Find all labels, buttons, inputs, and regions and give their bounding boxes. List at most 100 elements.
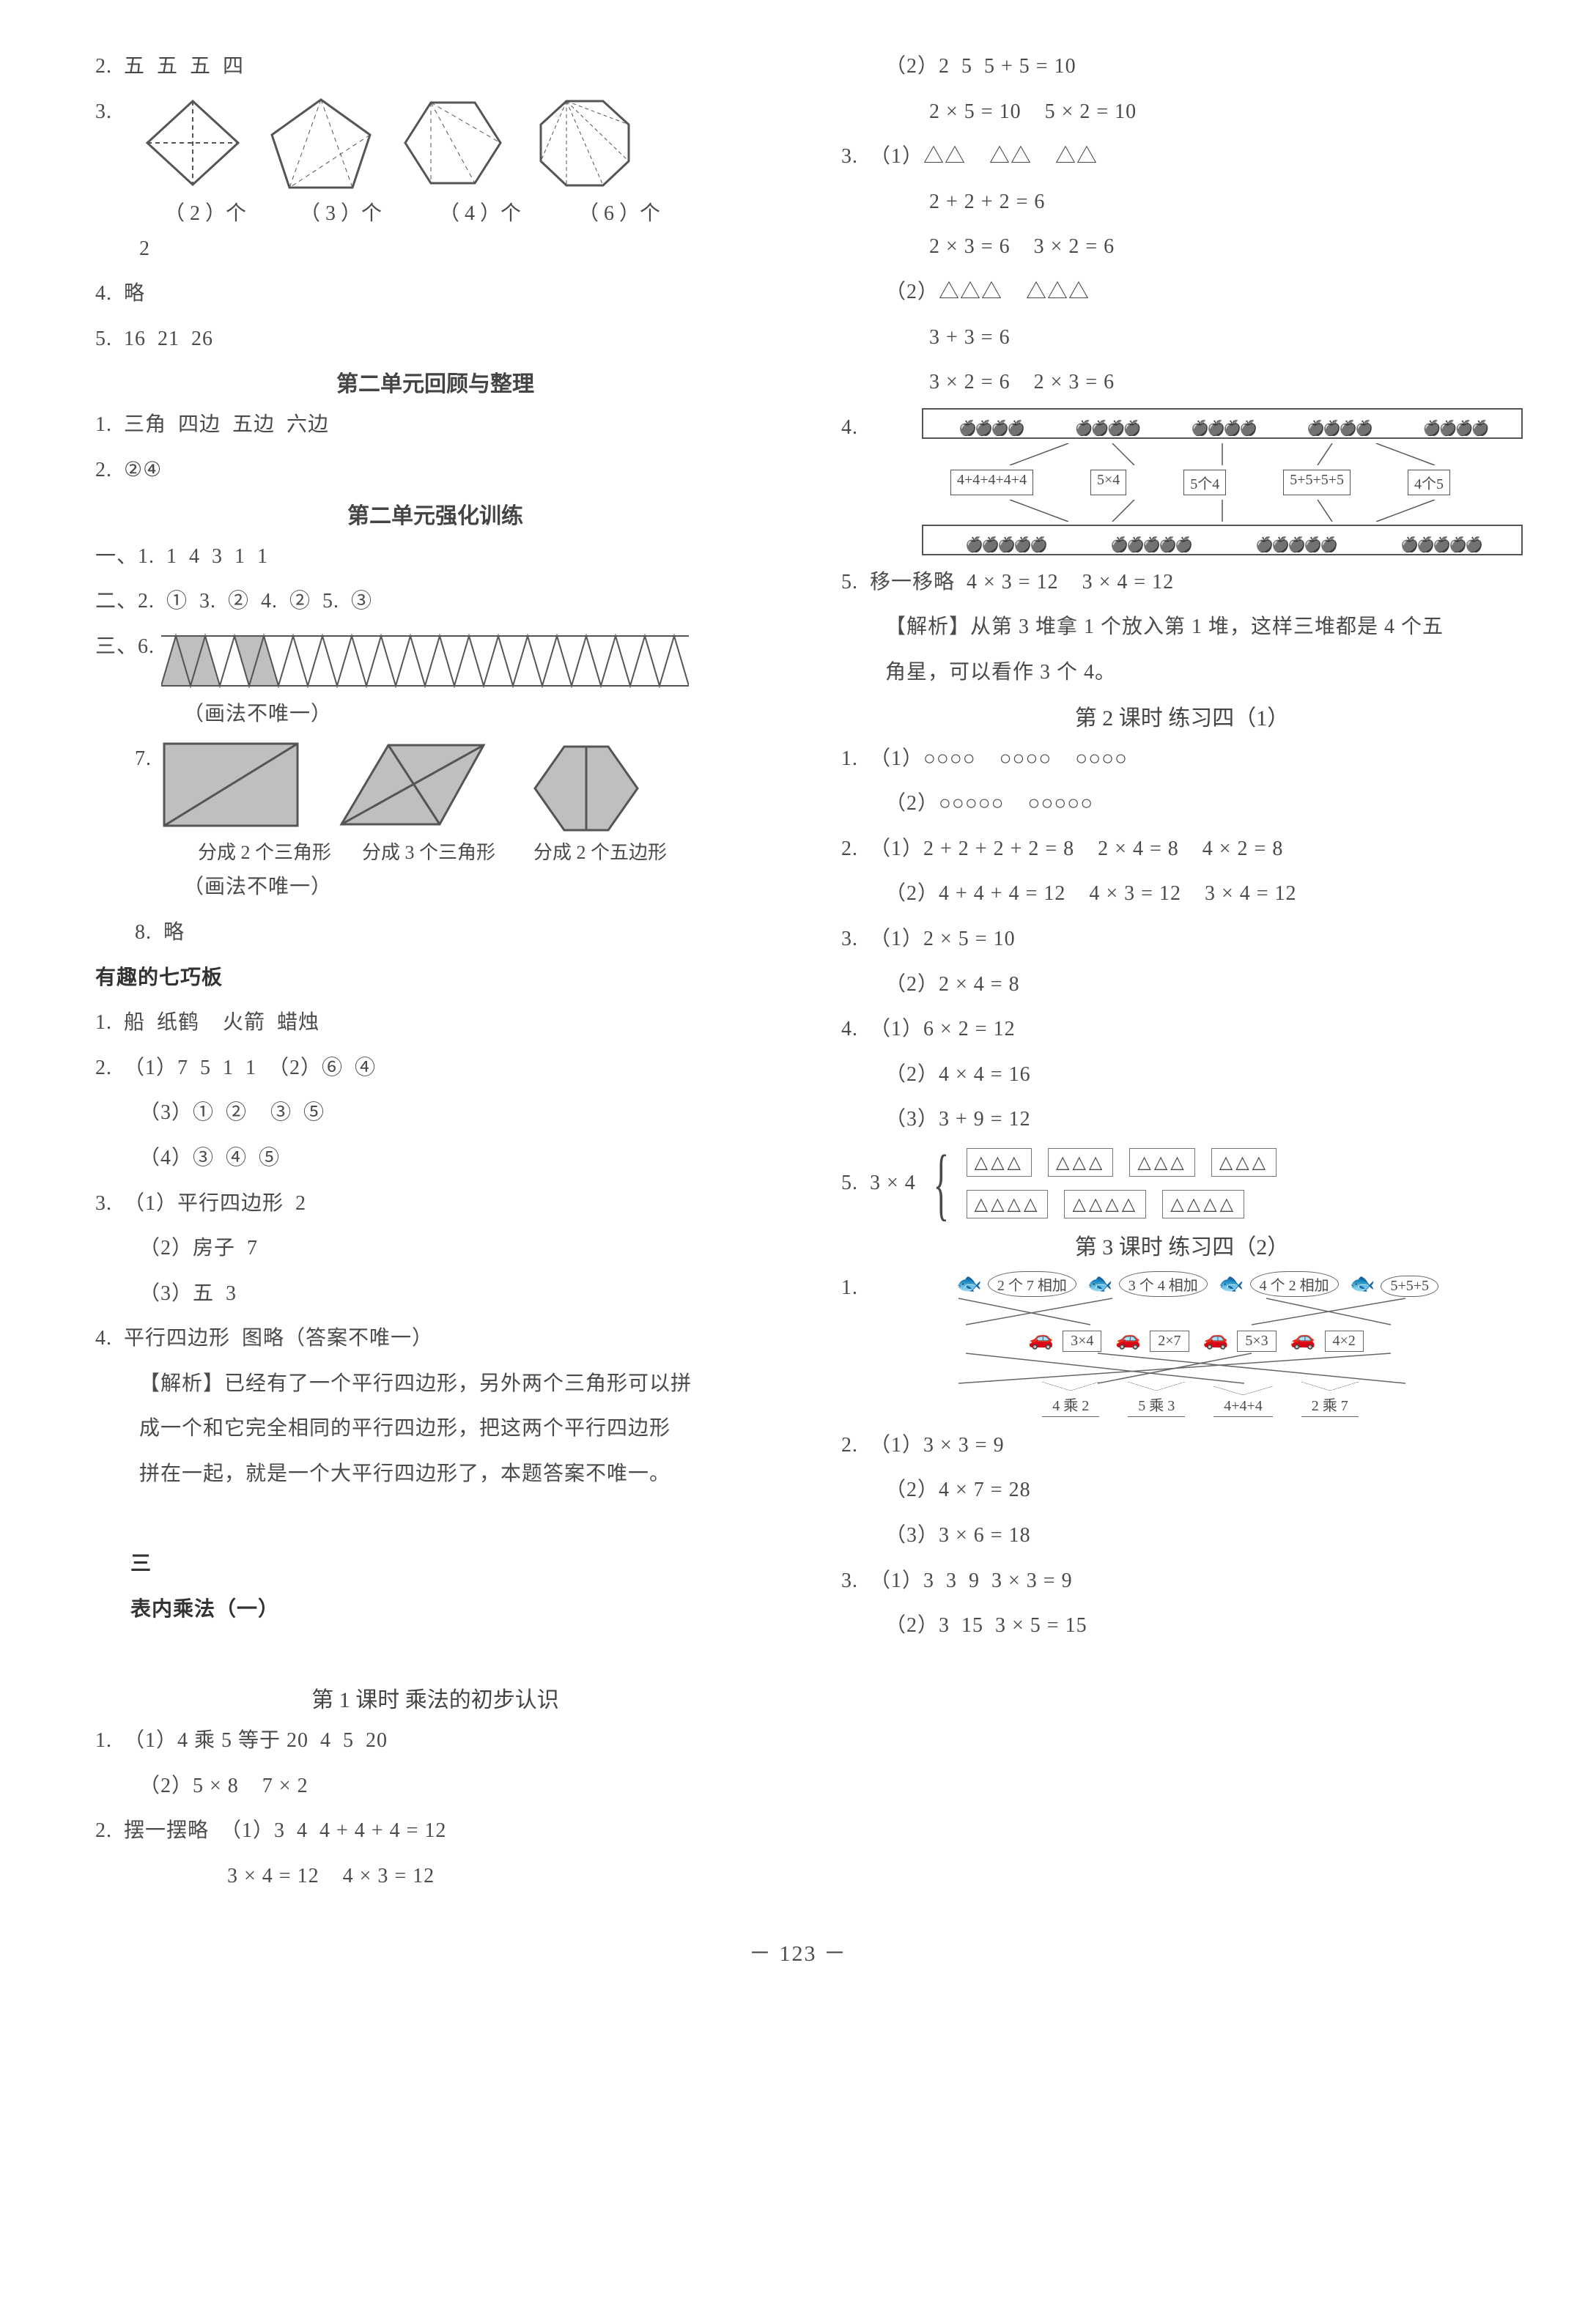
item-7: 7. [95, 736, 775, 837]
oval: 2 个 7 相加 [988, 1271, 1076, 1297]
page-number: － 123 － [0, 1935, 1596, 1967]
matching-diagram: 🐟2 个 7 相加 🐟3 个 4 相加 🐟4 个 2 相加 🐟5+5+5 🚗3×… [878, 1271, 1523, 1417]
left-column: 2. 五 五 五 四 3. [95, 44, 805, 1898]
text-line: （3）3 × 6 = 18 [841, 1513, 1523, 1558]
item-4-apples: 4. [841, 405, 1523, 560]
oval: 5+5+5 [1381, 1276, 1438, 1297]
section-title: 第二单元强化训练 [95, 498, 775, 530]
text-line: 3 × 2 = 6 2 × 3 = 6 [841, 360, 1523, 405]
text-line: 4. 略 [95, 271, 775, 317]
text-line: （2）4 × 7 = 28 [841, 1468, 1523, 1513]
tag: 4个5 [1408, 470, 1450, 495]
tri-group: △△△ [967, 1148, 1032, 1177]
text-line: 2. （1）7 5 1 1 （2）⑥ ④ [95, 1046, 775, 1091]
cap: 分成 2 个五边形 [533, 837, 680, 865]
fish-icon: 🐟 [1219, 1273, 1244, 1295]
text-line: 二、2. ① 3. ② 4. ② 5. ③ [95, 579, 775, 624]
text-line: （2）△△△ △△△ [841, 270, 1523, 315]
lesson-title: 第 3 课时 练习四（2） [841, 1229, 1523, 1261]
connector-lines-2 [922, 500, 1523, 522]
text-line: 【解析】已经有了一个平行四边形，另外两个三角形可以拼 [95, 1361, 775, 1407]
text-line: （2）5 × 8 7 × 2 [95, 1764, 775, 1809]
text-line: （3）3 + 9 = 12 [841, 1097, 1523, 1142]
rect: 2×7 [1150, 1331, 1189, 1352]
tri-group: △△△△ [1064, 1190, 1146, 1218]
fish-icon: 🐟 [1087, 1273, 1113, 1295]
page: 2. 五 五 五 四 3. [0, 0, 1596, 1928]
label: 3. [95, 89, 112, 135]
note: （画法不唯一） [95, 865, 775, 910]
cap: （ 3 ）个 [286, 197, 396, 226]
text-line: （2）2 × 4 = 8 [841, 962, 1523, 1007]
text-line: 2. ②④ [95, 448, 775, 493]
tri-group: △△△ [1129, 1148, 1194, 1177]
cap: （ 4 ）个 [425, 197, 535, 226]
tag-row: 4+4+4+4+4 5×4 5个4 5+5+5+5 4个5 [922, 470, 1479, 495]
section-title: 第二单元回顾与整理 [95, 366, 775, 398]
triangle-strip [161, 632, 689, 690]
apple-box-top [922, 408, 1523, 439]
oval: 3 个 4 相加 [1119, 1271, 1208, 1297]
house: 5 乘 3 [1128, 1389, 1185, 1417]
text-line: （2）4 + 4 + 4 = 12 4 × 3 = 12 3 × 4 = 12 [841, 871, 1523, 917]
subsection-title: 有趣的七巧板 [95, 955, 775, 1001]
text-line: 3 + 3 = 6 [841, 315, 1523, 360]
item-tristrip: 三、6. [95, 624, 775, 692]
octagon-diag [530, 94, 640, 193]
text-line: （2）○○○○○ ○○○○○ [841, 781, 1523, 826]
text-line: 2. （1）2 + 2 + 2 + 2 = 8 2 × 4 = 8 4 × 2 … [841, 826, 1523, 872]
rect: 5×3 [1237, 1331, 1276, 1352]
text-line: 3. （1）3 3 9 3 × 3 = 9 [841, 1558, 1523, 1604]
label: 1. [841, 1265, 878, 1311]
text-line: （2）房子 7 [95, 1226, 775, 1271]
text-line: （4）③ ④ ⑤ [95, 1136, 775, 1181]
text-line: 2. 摆一摆略 （1）3 4 4 + 4 + 4 = 12 [95, 1808, 775, 1854]
house: 4+4+4 [1213, 1394, 1273, 1417]
chapter-title: 表内乘法（一） [130, 1598, 279, 1621]
trapezoid-split [337, 741, 491, 829]
fish-icon: 🐟 [956, 1273, 982, 1295]
tag: 5×4 [1090, 470, 1126, 495]
polygon-captions: （ 2 ）个 （ 3 ）个 （ 4 ）个 （ 6 ）个 [95, 197, 775, 226]
rect: 3×4 [1063, 1331, 1101, 1352]
car-icon: 🚗 [1203, 1328, 1229, 1350]
house: 4 乘 2 [1042, 1389, 1099, 1417]
cap: 分成 3 个三角形 [362, 837, 516, 865]
pentagon-diag [266, 94, 376, 193]
apple-diagram: 4+4+4+4+4 5×4 5个4 5+5+5+5 4个5 [878, 405, 1523, 560]
house-row: 4 乘 2 5 乘 3 4+4+4 2 乘 7 [878, 1389, 1523, 1417]
tag: 5个4 [1183, 470, 1226, 495]
text-line: 5. 移一移略 4 × 3 = 12 3 × 4 = 12 [841, 560, 1523, 605]
cap: （ 6 ）个 [564, 197, 674, 226]
text-line: 2 + 2 + 2 = 6 [841, 180, 1523, 225]
text-line: 1. 船 纸鹤 火箭 蜡烛 [95, 1000, 775, 1046]
text-line: 一、1. 1 4 3 1 1 [95, 534, 775, 580]
label: 5. 3 × 4 [841, 1161, 916, 1206]
text-line: 5. 16 21 26 [95, 317, 775, 362]
tri-group: △△△△ [1162, 1190, 1244, 1218]
fish-icon: 🐟 [1350, 1273, 1375, 1295]
text-line: 3 × 4 = 12 4 × 3 = 12 [95, 1854, 775, 1899]
cap: （ 2 ）个 [154, 197, 256, 226]
label: 7. [95, 736, 161, 782]
chapter-row: 三 表内乘法（一） [95, 1497, 775, 1677]
square-diag [141, 95, 244, 191]
rect-split [161, 741, 300, 829]
car-icon: 🚗 [1028, 1328, 1054, 1350]
hexagon-diag [398, 94, 508, 193]
connector-lines [922, 443, 1523, 465]
right-column: （2）2 5 5 + 5 = 10 2 × 5 = 10 5 × 2 = 10 … [805, 44, 1523, 1898]
shapes-row [161, 741, 645, 836]
text-line: 8. 略 [95, 910, 775, 955]
text-line: （3）五 3 [95, 1271, 775, 1317]
text-line: 1. （1）○○○○ ○○○○ ○○○○ [841, 736, 1523, 782]
text-line: 2. 五 五 五 四 [95, 44, 775, 89]
brace-icon: { [934, 1159, 949, 1207]
text-line: 2. （1）3 × 3 = 9 [841, 1423, 1523, 1468]
cap: 分成 2 个三角形 [198, 837, 344, 865]
car-icon: 🚗 [1290, 1328, 1316, 1350]
rect: 4×2 [1325, 1331, 1364, 1352]
text-line: 4. （1）6 × 2 = 12 [841, 1007, 1523, 1052]
text-line: 角星，可以看作 3 个 4。 [841, 650, 1523, 695]
rect-row: 🚗3×4 🚗2×7 🚗5×3 🚗4×2 [878, 1326, 1523, 1352]
